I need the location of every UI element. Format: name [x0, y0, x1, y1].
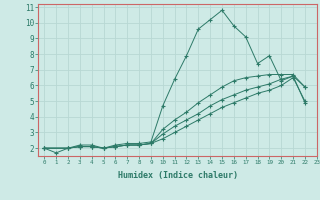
X-axis label: Humidex (Indice chaleur): Humidex (Indice chaleur) [118, 171, 238, 180]
